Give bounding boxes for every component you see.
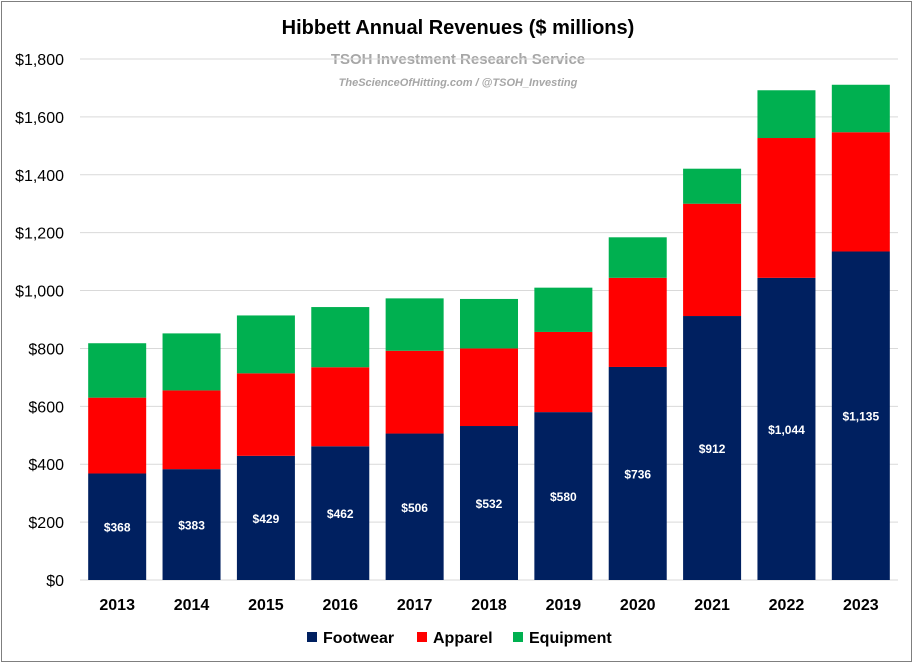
x-tick-label: 2019 bbox=[546, 597, 582, 614]
x-tick-label: 2022 bbox=[769, 597, 805, 614]
bar-equipment-2013 bbox=[88, 343, 147, 398]
bar-apparel-2017 bbox=[385, 350, 444, 434]
y-axis: $0 $200 $400 $600 $800 $1,000 $1,200 $1,400 $1,6… bbox=[15, 52, 64, 590]
bar-apparel-2013 bbox=[88, 397, 147, 474]
watermark-line2: TheScienceOfHitting.com / @TSOH_Investin… bbox=[339, 77, 578, 89]
y-tick-label: $200 bbox=[28, 515, 64, 532]
bar-footwear-2023 bbox=[831, 251, 890, 580]
y-tick-label: $0 bbox=[46, 573, 64, 590]
x-tick-label: 2015 bbox=[248, 597, 284, 614]
bar-footwear-2022 bbox=[757, 277, 816, 580]
bar-footwear-2016 bbox=[311, 446, 370, 580]
bar-equipment-2021 bbox=[683, 168, 742, 204]
bar-equipment-2018 bbox=[459, 298, 519, 349]
x-tick-label: 2017 bbox=[397, 597, 433, 614]
bar-footwear-2017 bbox=[385, 433, 444, 580]
bar-equipment-2019 bbox=[534, 287, 593, 332]
y-tick-label: $1,600 bbox=[15, 110, 64, 127]
bar-apparel-2021 bbox=[683, 203, 742, 317]
bar-apparel-2015 bbox=[236, 373, 295, 456]
bar-equipment-2023 bbox=[831, 84, 890, 133]
bars bbox=[88, 84, 890, 580]
bar-apparel-2014 bbox=[162, 390, 221, 470]
x-tick-label: 2013 bbox=[99, 597, 135, 614]
y-tick-label: $1,200 bbox=[15, 226, 64, 243]
data-label-2013: $368 bbox=[104, 521, 131, 535]
bar-footwear-2015 bbox=[236, 455, 295, 580]
x-axis: 2013 2014 2015 2016 2017 2018 2019 2020 2021 2022… bbox=[99, 597, 878, 614]
chart-title: Hibbett Annual Revenues ($ millions) bbox=[282, 17, 635, 39]
bar-footwear-2019 bbox=[534, 412, 593, 580]
legend-swatch-apparel bbox=[417, 632, 427, 642]
data-label-2023: $1,135 bbox=[842, 410, 879, 424]
bar-apparel-2022 bbox=[757, 138, 816, 278]
legend: Footwear Apparel Equipment bbox=[307, 630, 612, 647]
bar-footwear-2018 bbox=[459, 426, 519, 580]
bar-equipment-2016 bbox=[311, 307, 370, 368]
legend-label-footwear: Footwear bbox=[323, 630, 394, 647]
bar-footwear-2021 bbox=[683, 316, 742, 580]
data-label-2019: $580 bbox=[550, 490, 577, 504]
y-tick-label: $400 bbox=[28, 457, 64, 474]
bar-equipment-2014 bbox=[162, 333, 221, 391]
bar-apparel-2019 bbox=[534, 331, 593, 413]
y-tick-label: $600 bbox=[28, 399, 64, 416]
x-tick-label: 2014 bbox=[174, 597, 210, 614]
data-label-2015: $429 bbox=[253, 512, 280, 526]
legend-swatch-equipment bbox=[513, 632, 523, 642]
data-label-2014: $383 bbox=[178, 519, 205, 533]
y-tick-label: $1,000 bbox=[15, 284, 64, 301]
legend-swatch-footwear bbox=[307, 632, 317, 642]
bar-equipment-2015 bbox=[236, 315, 295, 374]
legend-label-equipment: Equipment bbox=[529, 630, 612, 647]
bar-equipment-2017 bbox=[385, 298, 444, 351]
bar-apparel-2018 bbox=[459, 348, 519, 427]
bar-apparel-2016 bbox=[311, 367, 370, 447]
bar-equipment-2020 bbox=[608, 237, 667, 278]
data-label-2016: $462 bbox=[327, 507, 354, 521]
x-tick-label: 2020 bbox=[620, 597, 656, 614]
data-label-2020: $736 bbox=[624, 467, 651, 481]
bar-apparel-2023 bbox=[831, 132, 890, 252]
x-tick-label: 2016 bbox=[322, 597, 358, 614]
x-tick-label: 2018 bbox=[471, 597, 507, 614]
legend-label-apparel: Apparel bbox=[433, 630, 493, 647]
data-label-2021: $912 bbox=[699, 442, 726, 456]
bar-footwear-2020 bbox=[608, 366, 667, 580]
x-tick-label: 2023 bbox=[843, 597, 879, 614]
bar-apparel-2020 bbox=[608, 277, 667, 367]
data-label-2018: $532 bbox=[476, 497, 503, 511]
data-labels: $368 $383 $429 $462 $506 $532 $580 $736 $912 $1,0… bbox=[104, 410, 880, 535]
bar-footwear-2013 bbox=[88, 473, 147, 580]
x-tick-label: 2021 bbox=[694, 597, 730, 614]
y-tick-label: $800 bbox=[28, 341, 64, 358]
bar-footwear-2014 bbox=[162, 469, 221, 580]
data-label-2017: $506 bbox=[401, 501, 428, 515]
bar-equipment-2022 bbox=[757, 90, 816, 139]
y-tick-label: $1,400 bbox=[15, 168, 64, 185]
y-tick-label: $1,800 bbox=[15, 52, 64, 69]
data-label-2022: $1,044 bbox=[768, 423, 805, 437]
